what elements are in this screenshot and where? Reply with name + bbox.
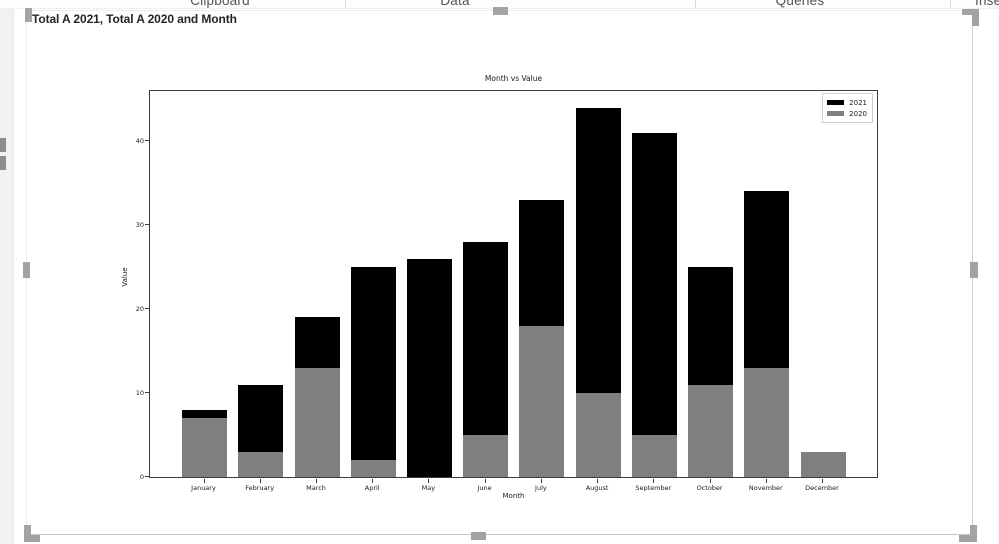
chart-legend: 2021 2020 [822,93,873,123]
x-tick-mark [372,479,374,483]
y-tick-mark [145,308,149,309]
ribbon-group-separator [950,0,951,8]
x-tick-mark [709,479,711,483]
x-tick-mark [203,479,205,483]
y-axis-label: Value [121,267,129,287]
bar-segment-2021 [182,409,227,419]
selection-handle-top-right[interactable] [972,9,979,26]
ribbon-group-clipboard: Clipboard [190,0,250,8]
x-tick-label: April [364,484,380,492]
y-tick-mark [145,224,149,226]
x-tick-label: December [805,484,839,492]
x-tick-mark [765,479,767,483]
ribbon-group-queries: Queries [775,0,825,8]
bar-segment-2021 [688,267,734,385]
bar-segment-2021 [406,258,452,477]
visual-title: Total A 2021, Total A 2020 and Month [32,12,237,26]
selection-handle-top-center[interactable] [493,7,508,15]
x-tick-label: November [748,484,783,492]
chart-title: Month vs Value [484,74,543,83]
x-tick-label: March [306,484,326,492]
left-scrollbar-thumb[interactable] [0,156,6,170]
bar-segment-2020 [238,451,284,477]
ribbon-group-data: Data [440,0,470,8]
legend-label-2020: 2020 [849,109,867,118]
legend-label-2021: 2021 [849,98,867,107]
x-tick-mark [653,479,655,483]
selection-handle-left-middle[interactable] [23,262,30,278]
x-tick-label: June [477,484,492,492]
bar-segment-2021 [575,107,621,393]
ribbon-group-separator [345,0,346,8]
bar-segment-2020 [182,418,227,477]
bar-segment-2021 [294,317,340,368]
bar-segment-2021 [519,199,565,326]
y-tick-label: 0 [139,473,144,481]
selection-handle-bottom-center[interactable] [471,532,486,540]
x-tick-label: May [421,484,436,492]
bar-segment-2020 [744,367,790,477]
bar-segment-2020 [800,451,846,477]
x-tick-label: July [535,484,547,492]
bar-segment-2021 [744,191,790,368]
bar-segment-2021 [350,267,396,461]
x-tick-mark [259,479,261,483]
x-tick-mark [428,479,430,483]
y-tick-mark [145,392,149,393]
selection-handle-top-right[interactable] [962,9,979,15]
x-tick-mark [597,479,599,483]
bar-segment-2020 [294,367,340,477]
bar-segment-2021 [238,384,284,452]
bar-segment-2021 [631,132,677,435]
y-tick-label: 10 [135,389,144,397]
legend-swatch-2020 [827,111,845,116]
bar-segment-2020 [350,460,396,477]
y-tick-label: 20 [135,305,144,313]
bar-segment-2020 [519,325,565,477]
bar-segment-2020 [575,393,621,477]
legend-entry-2020: 2020 [827,108,867,119]
selection-handle-top-left[interactable] [25,8,32,22]
selection-handle-bottom-right[interactable] [959,535,977,542]
x-tick-mark [484,479,486,483]
left-scrollbar-thumb[interactable] [0,138,6,152]
bar-segment-2020 [631,435,677,477]
bar-segment-2020 [463,435,509,477]
legend-swatch-2021 [827,100,845,105]
x-tick-mark [540,479,542,483]
bar-segment-2021 [463,241,509,435]
x-axis-label: Month [502,492,525,500]
bar-segment-2020 [688,384,734,477]
y-tick-mark [145,140,149,142]
y-tick-label: 40 [135,137,144,146]
y-tick-label: 30 [135,221,144,230]
plot-area: 2021 2020 0 10 20 30 40 [136,90,878,481]
x-tick-label: February [245,484,275,492]
selection-handle-bottom-left[interactable] [24,535,40,542]
legend-entry-2021: 2021 [827,97,867,108]
selection-handle-bottom-left[interactable] [24,525,31,542]
left-rail [0,8,14,544]
x-tick-label: October [696,484,723,492]
ribbon-group-insert: Insert [975,0,999,8]
selection-handle-right-middle[interactable] [970,262,978,278]
y-tick-mark [145,476,149,477]
ribbon-group-separator [695,0,696,8]
x-tick-mark [316,479,317,483]
selection-handle-bottom-right[interactable] [970,525,977,542]
x-tick-label: January [191,484,216,492]
x-tick-mark [822,479,823,483]
chart-visual[interactable]: Total A 2021, Total A 2020 and Month Mon… [23,7,979,542]
x-tick-label: August [585,484,609,492]
x-tick-label: September [635,484,672,492]
